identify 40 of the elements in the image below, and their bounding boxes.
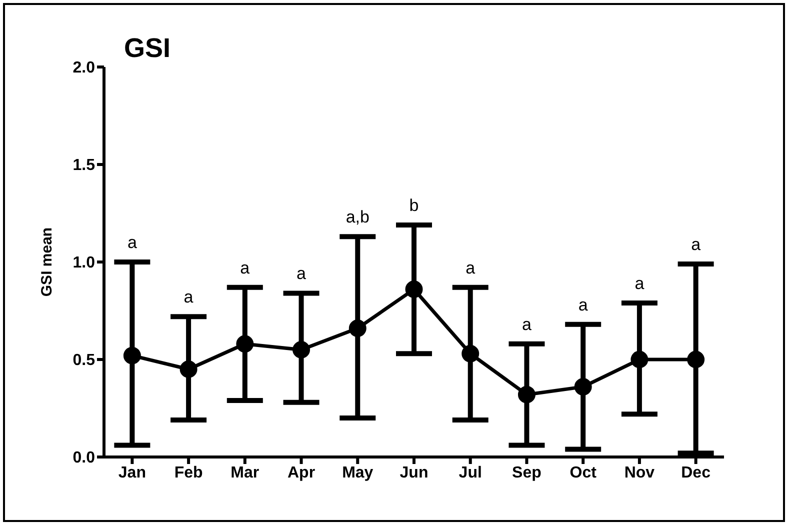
x-tick-label: Dec bbox=[681, 464, 711, 482]
point bbox=[574, 378, 592, 396]
x-tick-label: Nov bbox=[624, 464, 655, 482]
x-tick-label: Mar bbox=[230, 464, 260, 482]
y-axis-title: GSI mean bbox=[38, 227, 56, 297]
annotation: a bbox=[634, 274, 645, 293]
annotation: a bbox=[240, 258, 250, 278]
annotation: a bbox=[296, 264, 307, 284]
x-tick-label: Feb bbox=[174, 464, 203, 482]
x-tick-label: May bbox=[342, 464, 374, 482]
x-tick-label: Jan bbox=[118, 464, 146, 482]
point bbox=[348, 320, 366, 338]
y-tick-label: 0.5 bbox=[72, 352, 96, 370]
y-tick-label: 2.0 bbox=[72, 60, 96, 77]
chart-title: GSI bbox=[124, 33, 171, 63]
point bbox=[292, 341, 310, 358]
point bbox=[462, 344, 480, 362]
point bbox=[405, 280, 423, 298]
y-tick-label: 0.0 bbox=[72, 450, 96, 467]
annotation: a bbox=[127, 233, 138, 252]
point bbox=[123, 346, 141, 364]
point bbox=[236, 335, 254, 353]
annotation: b bbox=[409, 196, 419, 215]
x-tick-label: Oct bbox=[570, 464, 598, 482]
y-tick-label: 1.5 bbox=[72, 157, 96, 174]
point bbox=[180, 360, 198, 378]
point bbox=[630, 350, 648, 368]
x-tick-label: Sep bbox=[512, 464, 542, 482]
annotation: a bbox=[466, 258, 476, 278]
annotation: a bbox=[578, 295, 588, 314]
x-tick-label: Jun bbox=[400, 464, 428, 482]
annotation: a,b bbox=[346, 208, 370, 227]
x-tick-label: Apr bbox=[287, 464, 316, 482]
point bbox=[518, 386, 536, 404]
annotation: a bbox=[522, 314, 532, 334]
annotation: a bbox=[184, 288, 194, 307]
x-tick-label: Jul bbox=[458, 464, 482, 482]
y-tick-label: 1.0 bbox=[72, 254, 96, 272]
annotation: a bbox=[691, 234, 702, 254]
point bbox=[687, 350, 705, 368]
